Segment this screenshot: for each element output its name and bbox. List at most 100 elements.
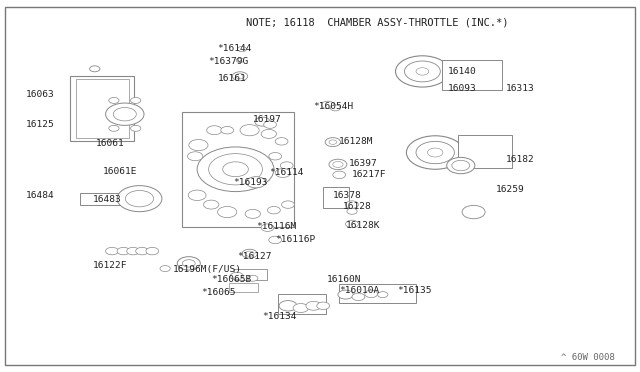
Circle shape	[237, 46, 246, 52]
Text: *16127: *16127	[237, 252, 271, 261]
Circle shape	[447, 157, 475, 174]
Text: 16182: 16182	[506, 155, 534, 164]
Text: 16160N: 16160N	[326, 275, 361, 284]
Text: ^ 60W 0008: ^ 60W 0008	[561, 353, 614, 362]
Circle shape	[255, 117, 270, 126]
Circle shape	[462, 205, 485, 219]
Circle shape	[248, 275, 258, 281]
Circle shape	[189, 140, 208, 151]
Circle shape	[160, 266, 170, 272]
Text: 16161: 16161	[218, 74, 246, 83]
Bar	[323, 187, 349, 208]
Circle shape	[378, 292, 388, 298]
Text: *16193: *16193	[234, 178, 268, 187]
Circle shape	[406, 136, 464, 169]
Circle shape	[113, 108, 136, 121]
Text: 16061E: 16061E	[102, 167, 137, 176]
Circle shape	[275, 138, 288, 145]
Text: 16197: 16197	[253, 115, 282, 124]
Circle shape	[245, 251, 254, 256]
Circle shape	[182, 260, 195, 267]
Circle shape	[146, 247, 159, 255]
Circle shape	[242, 249, 257, 258]
Text: *16114: *16114	[269, 169, 303, 177]
Circle shape	[346, 220, 358, 228]
Circle shape	[416, 141, 454, 164]
Circle shape	[117, 247, 130, 255]
Circle shape	[325, 138, 340, 147]
Circle shape	[223, 162, 248, 177]
Text: 16125: 16125	[26, 120, 54, 129]
Text: 16397: 16397	[349, 159, 378, 168]
Circle shape	[236, 74, 244, 79]
Circle shape	[282, 201, 294, 208]
Circle shape	[106, 247, 118, 255]
Circle shape	[269, 153, 282, 160]
Bar	[182, 112, 294, 227]
Bar	[70, 76, 134, 141]
Circle shape	[269, 236, 282, 244]
Circle shape	[329, 159, 347, 170]
Bar	[234, 269, 267, 280]
Text: 16063: 16063	[26, 90, 54, 99]
Circle shape	[293, 304, 308, 312]
Text: 16217F: 16217F	[352, 170, 387, 179]
Bar	[339, 284, 416, 303]
Circle shape	[347, 208, 357, 214]
Circle shape	[131, 125, 141, 131]
Circle shape	[209, 154, 262, 185]
Text: 16093: 16093	[448, 84, 477, 93]
Circle shape	[264, 121, 276, 128]
Circle shape	[416, 68, 429, 75]
Text: *16065B: *16065B	[211, 275, 252, 283]
Circle shape	[218, 206, 237, 218]
Circle shape	[197, 147, 274, 192]
Circle shape	[275, 169, 291, 177]
Circle shape	[246, 177, 266, 188]
Circle shape	[240, 125, 259, 136]
Text: 16122F: 16122F	[93, 262, 127, 270]
Text: 16196M(F/US): 16196M(F/US)	[173, 265, 242, 274]
Circle shape	[317, 302, 330, 310]
Circle shape	[177, 257, 200, 270]
Circle shape	[90, 66, 100, 72]
Circle shape	[330, 105, 340, 111]
Circle shape	[188, 190, 206, 201]
Circle shape	[329, 140, 337, 144]
Circle shape	[230, 272, 243, 280]
Text: 16483: 16483	[93, 195, 122, 203]
Text: 16484: 16484	[26, 191, 54, 200]
Circle shape	[125, 190, 154, 207]
Bar	[442, 60, 502, 90]
Circle shape	[306, 301, 321, 310]
Text: *16144: *16144	[218, 44, 252, 53]
Text: *16116P: *16116P	[275, 235, 316, 244]
Circle shape	[279, 301, 297, 311]
Circle shape	[352, 293, 365, 301]
Circle shape	[346, 201, 358, 208]
Bar	[458, 135, 512, 168]
Circle shape	[452, 160, 470, 171]
Circle shape	[280, 162, 293, 169]
Circle shape	[188, 152, 203, 161]
Circle shape	[365, 290, 378, 298]
Circle shape	[207, 126, 222, 135]
Text: 16128M: 16128M	[339, 137, 374, 146]
Text: *16010A: *16010A	[339, 286, 380, 295]
Bar	[80, 193, 125, 205]
Circle shape	[136, 247, 148, 255]
Circle shape	[261, 129, 276, 138]
Circle shape	[109, 97, 119, 103]
Text: *16116M: *16116M	[256, 222, 296, 231]
Circle shape	[204, 200, 219, 209]
Circle shape	[221, 126, 234, 134]
Circle shape	[127, 247, 140, 255]
Bar	[229, 283, 258, 292]
Text: *16065: *16065	[202, 288, 236, 296]
Circle shape	[232, 72, 248, 81]
Circle shape	[117, 186, 162, 212]
Circle shape	[333, 161, 343, 167]
Circle shape	[261, 224, 274, 231]
Circle shape	[131, 97, 141, 103]
Circle shape	[245, 209, 260, 218]
